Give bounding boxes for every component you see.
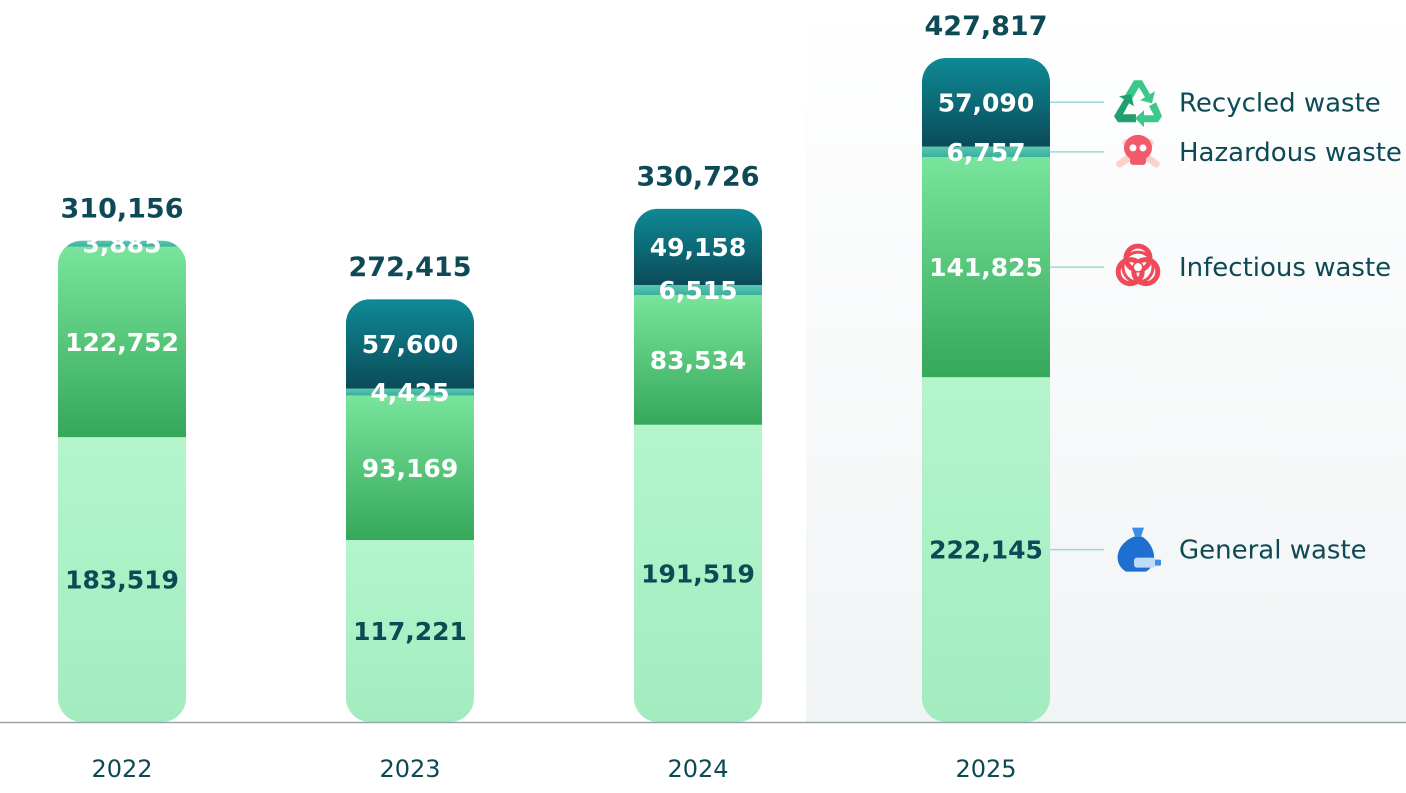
- segment-label-infectious-2025: 141,825: [929, 253, 1043, 282]
- recycle-icon: [1114, 80, 1162, 128]
- bar-segment-hazardous-2022: [58, 240, 186, 247]
- segment-label-infectious-2022: 122,752: [65, 328, 179, 357]
- trash-bag-icon: [1117, 527, 1161, 572]
- total-label-2024: 330,726: [637, 162, 760, 193]
- bar-2023: [346, 299, 474, 722]
- total-label-2022: 310,156: [61, 194, 184, 225]
- total-label-2025: 427,817: [925, 11, 1048, 42]
- segment-label-infectious-2024: 83,534: [650, 346, 746, 375]
- segment-label-general-2022: 183,519: [65, 566, 179, 595]
- bar-segment-hazardous-2025: [922, 146, 1050, 158]
- bar-segment-general-2024: [634, 424, 762, 722]
- bar-segment-recycled-2023: [346, 299, 474, 389]
- year-label-2023: 2023: [379, 755, 440, 783]
- bar-segment-infectious-2024: [634, 295, 762, 425]
- legend-label-general: General waste: [1179, 536, 1367, 566]
- biohazard-icon: [1115, 243, 1161, 287]
- totals-group: 310,156 272,415 330,726 427,817: [61, 11, 1048, 283]
- bar-2024: [634, 208, 762, 722]
- legend-item-infectious: Infectious waste: [1050, 243, 1391, 287]
- segment-label-recycled-2024: 49,158: [650, 233, 746, 262]
- segment-label-hazardous-2022: 3,885: [82, 230, 161, 259]
- bar-segment-infectious-2022: [58, 246, 186, 438]
- segment-label-infectious-2023: 93,169: [362, 454, 458, 483]
- total-label-2023: 272,415: [349, 252, 472, 283]
- bar-segment-infectious-2023: [346, 395, 474, 541]
- bar-segment-recycled-2024: [634, 208, 762, 285]
- legend-item-general: General waste: [1050, 527, 1367, 572]
- bar-2022: [58, 240, 186, 722]
- segment-label-hazardous-2023: 4,425: [370, 378, 449, 407]
- bar-segment-infectious-2025: [922, 157, 1050, 378]
- bar-segment-general-2022: [58, 437, 186, 722]
- bar-segment-hazardous-2024: [634, 284, 762, 296]
- legend-item-recycled: Recycled waste: [1050, 80, 1381, 128]
- segment-label-general-2023: 117,221: [353, 617, 467, 646]
- legend: Recycled waste Hazardous waste Infectious …: [1050, 80, 1402, 572]
- segment-label-hazardous-2024: 6,515: [658, 276, 737, 305]
- segment-label-recycled-2023: 57,600: [362, 330, 458, 359]
- bar-segment-general-2023: [346, 540, 474, 722]
- year-label-2022: 2022: [91, 755, 152, 783]
- segment-label-hazardous-2025: 6,757: [946, 138, 1025, 167]
- legend-label-recycled: Recycled waste: [1179, 88, 1381, 118]
- highlighted-year-background: [806, 0, 1406, 722]
- segment-label-general-2025: 222,145: [929, 536, 1043, 565]
- bar-segment-general-2025: [922, 377, 1050, 722]
- bar-segment-recycled-2025: [922, 58, 1050, 147]
- bar-segment-hazardous-2023: [346, 388, 474, 396]
- legend-item-hazardous: Hazardous waste: [1050, 134, 1402, 168]
- legend-label-hazardous: Hazardous waste: [1179, 138, 1402, 168]
- segment-label-recycled-2025: 57,090: [938, 88, 1034, 117]
- legend-label-infectious: Infectious waste: [1179, 253, 1391, 283]
- bars-group: 183,519 122,752 3,885 117,221 93,169 4,425 57,…: [58, 58, 1050, 722]
- segment-label-general-2024: 191,519: [641, 559, 755, 588]
- year-label-2024: 2024: [667, 755, 728, 783]
- x-axis-ticks: 2022 2023 2024 2025: [91, 755, 1016, 783]
- bar-2025: [922, 58, 1050, 722]
- year-label-2025: 2025: [955, 755, 1016, 783]
- skull-crossbones-icon: [1116, 134, 1160, 168]
